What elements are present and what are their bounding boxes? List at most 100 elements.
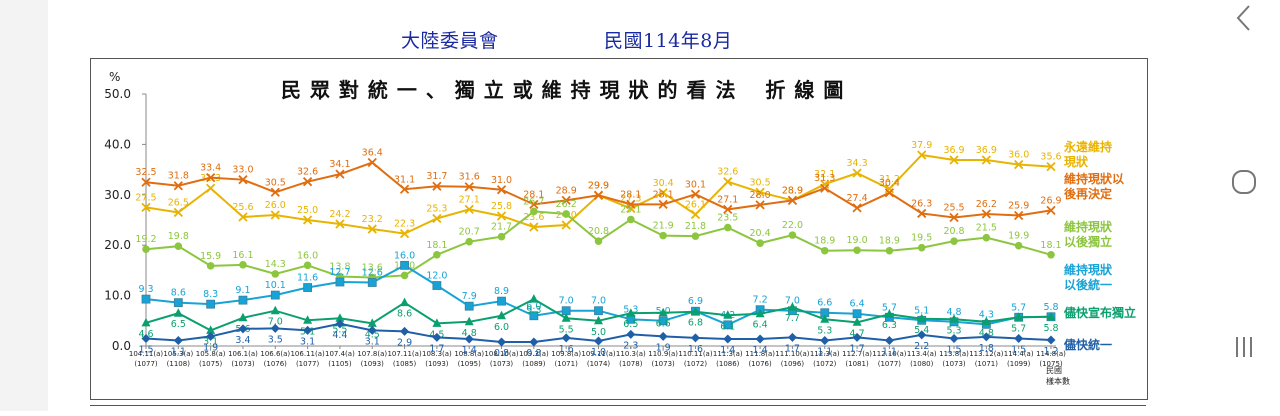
data-label: 6.0 xyxy=(526,301,541,312)
data-label: 1.4 xyxy=(720,345,735,356)
data-label: 19.2 xyxy=(135,234,156,245)
x-sample-label: (1073) xyxy=(652,360,676,368)
x-sample-label: (1089) xyxy=(522,360,546,368)
data-label: 0.8 xyxy=(526,348,541,359)
x-tick-label: 111.10(a) xyxy=(775,350,810,358)
data-label: 6.5 xyxy=(623,319,638,330)
data-label: 9.3 xyxy=(138,284,153,295)
x-sample-label: (1093) xyxy=(361,360,385,368)
data-label: 24.2 xyxy=(329,209,350,220)
x-tick-label: 110.3(a) xyxy=(616,350,646,358)
data-label: 21.5 xyxy=(976,223,997,234)
data-point xyxy=(303,315,313,324)
data-label: 19.5 xyxy=(911,233,932,244)
x-sample-label: (1095) xyxy=(458,360,482,368)
x-tick-label: 108.8(a) xyxy=(454,350,484,358)
x-tick-label: 108.10(a) xyxy=(484,350,519,358)
x-sample-label: (1078) xyxy=(619,360,643,368)
data-label: 1.1 xyxy=(171,346,186,357)
data-point xyxy=(271,270,280,278)
data-point xyxy=(561,220,571,230)
data-point xyxy=(755,200,765,210)
data-label: 28.0 xyxy=(750,190,771,201)
y-tick-label: 10.0 xyxy=(104,289,131,303)
data-label: 26.7 xyxy=(523,196,544,207)
data-point xyxy=(141,333,151,343)
y-tick-label: 50.0 xyxy=(104,87,131,101)
data-point xyxy=(820,183,830,193)
legend-item: 現狀 xyxy=(1064,154,1089,169)
data-label: 4.3 xyxy=(979,309,994,320)
legend-item: 維持現狀 xyxy=(1064,262,1113,277)
x-tick-label: 109.11(a) xyxy=(581,350,616,358)
data-point xyxy=(529,199,539,210)
data-label: 30.5 xyxy=(750,177,771,188)
data-label: 6.1 xyxy=(720,321,735,332)
data-label: 19.0 xyxy=(846,235,867,246)
data-label: 36.0 xyxy=(1008,150,1029,161)
data-label: 1.8 xyxy=(979,343,994,354)
x-tick-label: 113.8(a) xyxy=(939,350,969,358)
data-label: 6.6 xyxy=(817,298,832,309)
data-point xyxy=(949,333,959,343)
data-label: 10.1 xyxy=(265,280,286,291)
legend-item: 以後獨立 xyxy=(1064,234,1112,249)
chart-frame: 民 眾 對 統 一 、 獨 立 或 維 持 現 狀 的 看 法 折 線 圖% 0.… xyxy=(90,58,1148,400)
data-label: 33.4 xyxy=(200,163,221,174)
data-label: 32.6 xyxy=(297,167,318,178)
data-point xyxy=(270,290,280,300)
data-point xyxy=(820,246,829,255)
data-point xyxy=(852,309,862,319)
data-point xyxy=(787,302,797,311)
data-label: 22.0 xyxy=(782,220,803,231)
data-point xyxy=(690,209,701,220)
y-tick-label: 40.0 xyxy=(104,137,131,151)
data-label: 8.6 xyxy=(397,309,412,320)
data-point xyxy=(690,189,701,199)
x-sample-label: (1086) xyxy=(716,360,740,368)
data-point xyxy=(756,239,764,247)
recents-button[interactable] xyxy=(1222,325,1266,369)
data-point xyxy=(464,182,474,192)
data-label: 31.7 xyxy=(426,171,447,182)
data-label: 8.9 xyxy=(494,286,509,297)
x-sample-label: (1081) xyxy=(845,360,869,368)
data-label: 1.1 xyxy=(817,346,832,357)
data-point xyxy=(465,237,474,246)
data-point xyxy=(206,173,216,183)
data-point xyxy=(981,209,991,219)
data-label: 35.6 xyxy=(1040,152,1061,163)
data-point xyxy=(367,325,377,335)
data-label: 1.9 xyxy=(656,342,671,353)
x-tick-label: 113.12(a) xyxy=(969,350,1004,358)
x-sample-label: (1105) xyxy=(328,360,352,368)
x-tick-label: 111.8(a) xyxy=(745,350,775,358)
data-point xyxy=(173,335,183,345)
y-tick-label: 0.0 xyxy=(112,339,131,353)
home-button[interactable] xyxy=(1222,160,1266,204)
x-tick-label: 105.3(a) xyxy=(163,350,193,358)
x-sample-label: (1077) xyxy=(878,360,902,368)
data-point xyxy=(497,296,506,306)
circle-home-icon xyxy=(1232,170,1256,194)
navigation-sidebar xyxy=(1208,0,1280,411)
data-point xyxy=(303,261,312,270)
x-tick-label: 110.9(a) xyxy=(648,350,678,358)
back-button[interactable] xyxy=(1222,0,1266,40)
data-point xyxy=(658,316,668,326)
data-point xyxy=(529,222,539,232)
data-point xyxy=(432,213,442,224)
data-point xyxy=(335,313,345,322)
x-sample-label: (1080) xyxy=(910,360,934,368)
data-point xyxy=(594,315,603,325)
data-point xyxy=(626,203,636,214)
data-point xyxy=(1046,311,1056,321)
data-point xyxy=(852,203,862,213)
x-sample-label: (1096) xyxy=(781,360,805,368)
data-label: 2.9 xyxy=(397,337,412,348)
data-label: 18.9 xyxy=(879,236,900,247)
org-title: 大陸委員會 xyxy=(401,30,499,52)
data-point xyxy=(335,319,345,329)
data-point xyxy=(1014,241,1023,250)
data-point xyxy=(238,212,248,222)
